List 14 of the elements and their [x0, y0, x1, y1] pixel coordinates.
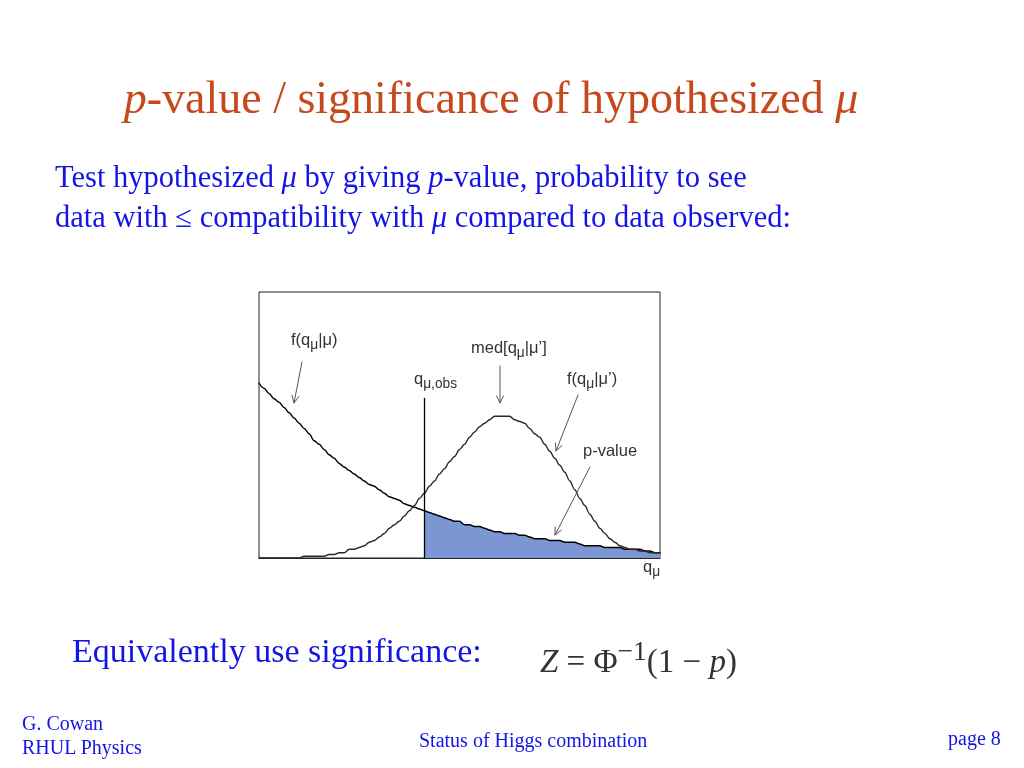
text: Equivalently use significance: — [72, 631, 482, 671]
text: page 8 — [948, 727, 1001, 750]
text: f(q$_{μ}$|μ’) — [567, 369, 618, 393]
text: Status of Higgs combination — [419, 729, 648, 752]
x-axis-title: q$_{μ}$ — [643, 557, 661, 581]
text: G. Cowan — [22, 712, 104, 735]
text: p-value — [583, 441, 638, 460]
text: Z = Φ$^{−1}$(1 − p) — [540, 635, 737, 681]
text: med[q$_{μ}$|μ’] — [471, 338, 547, 362]
annotation: q$_{μ,obs}$ — [414, 369, 458, 393]
text: RHUL Physics — [22, 736, 142, 759]
chart-title: p-value / significance of hypothesized μ — [120, 72, 860, 125]
chart-subtitle: Test hypothesized μ by giving p-value, probability to see data with ≤ compatibility with μ compared to data observed: — [55, 159, 792, 236]
text: f(q$_{μ}$|μ) — [291, 330, 338, 354]
